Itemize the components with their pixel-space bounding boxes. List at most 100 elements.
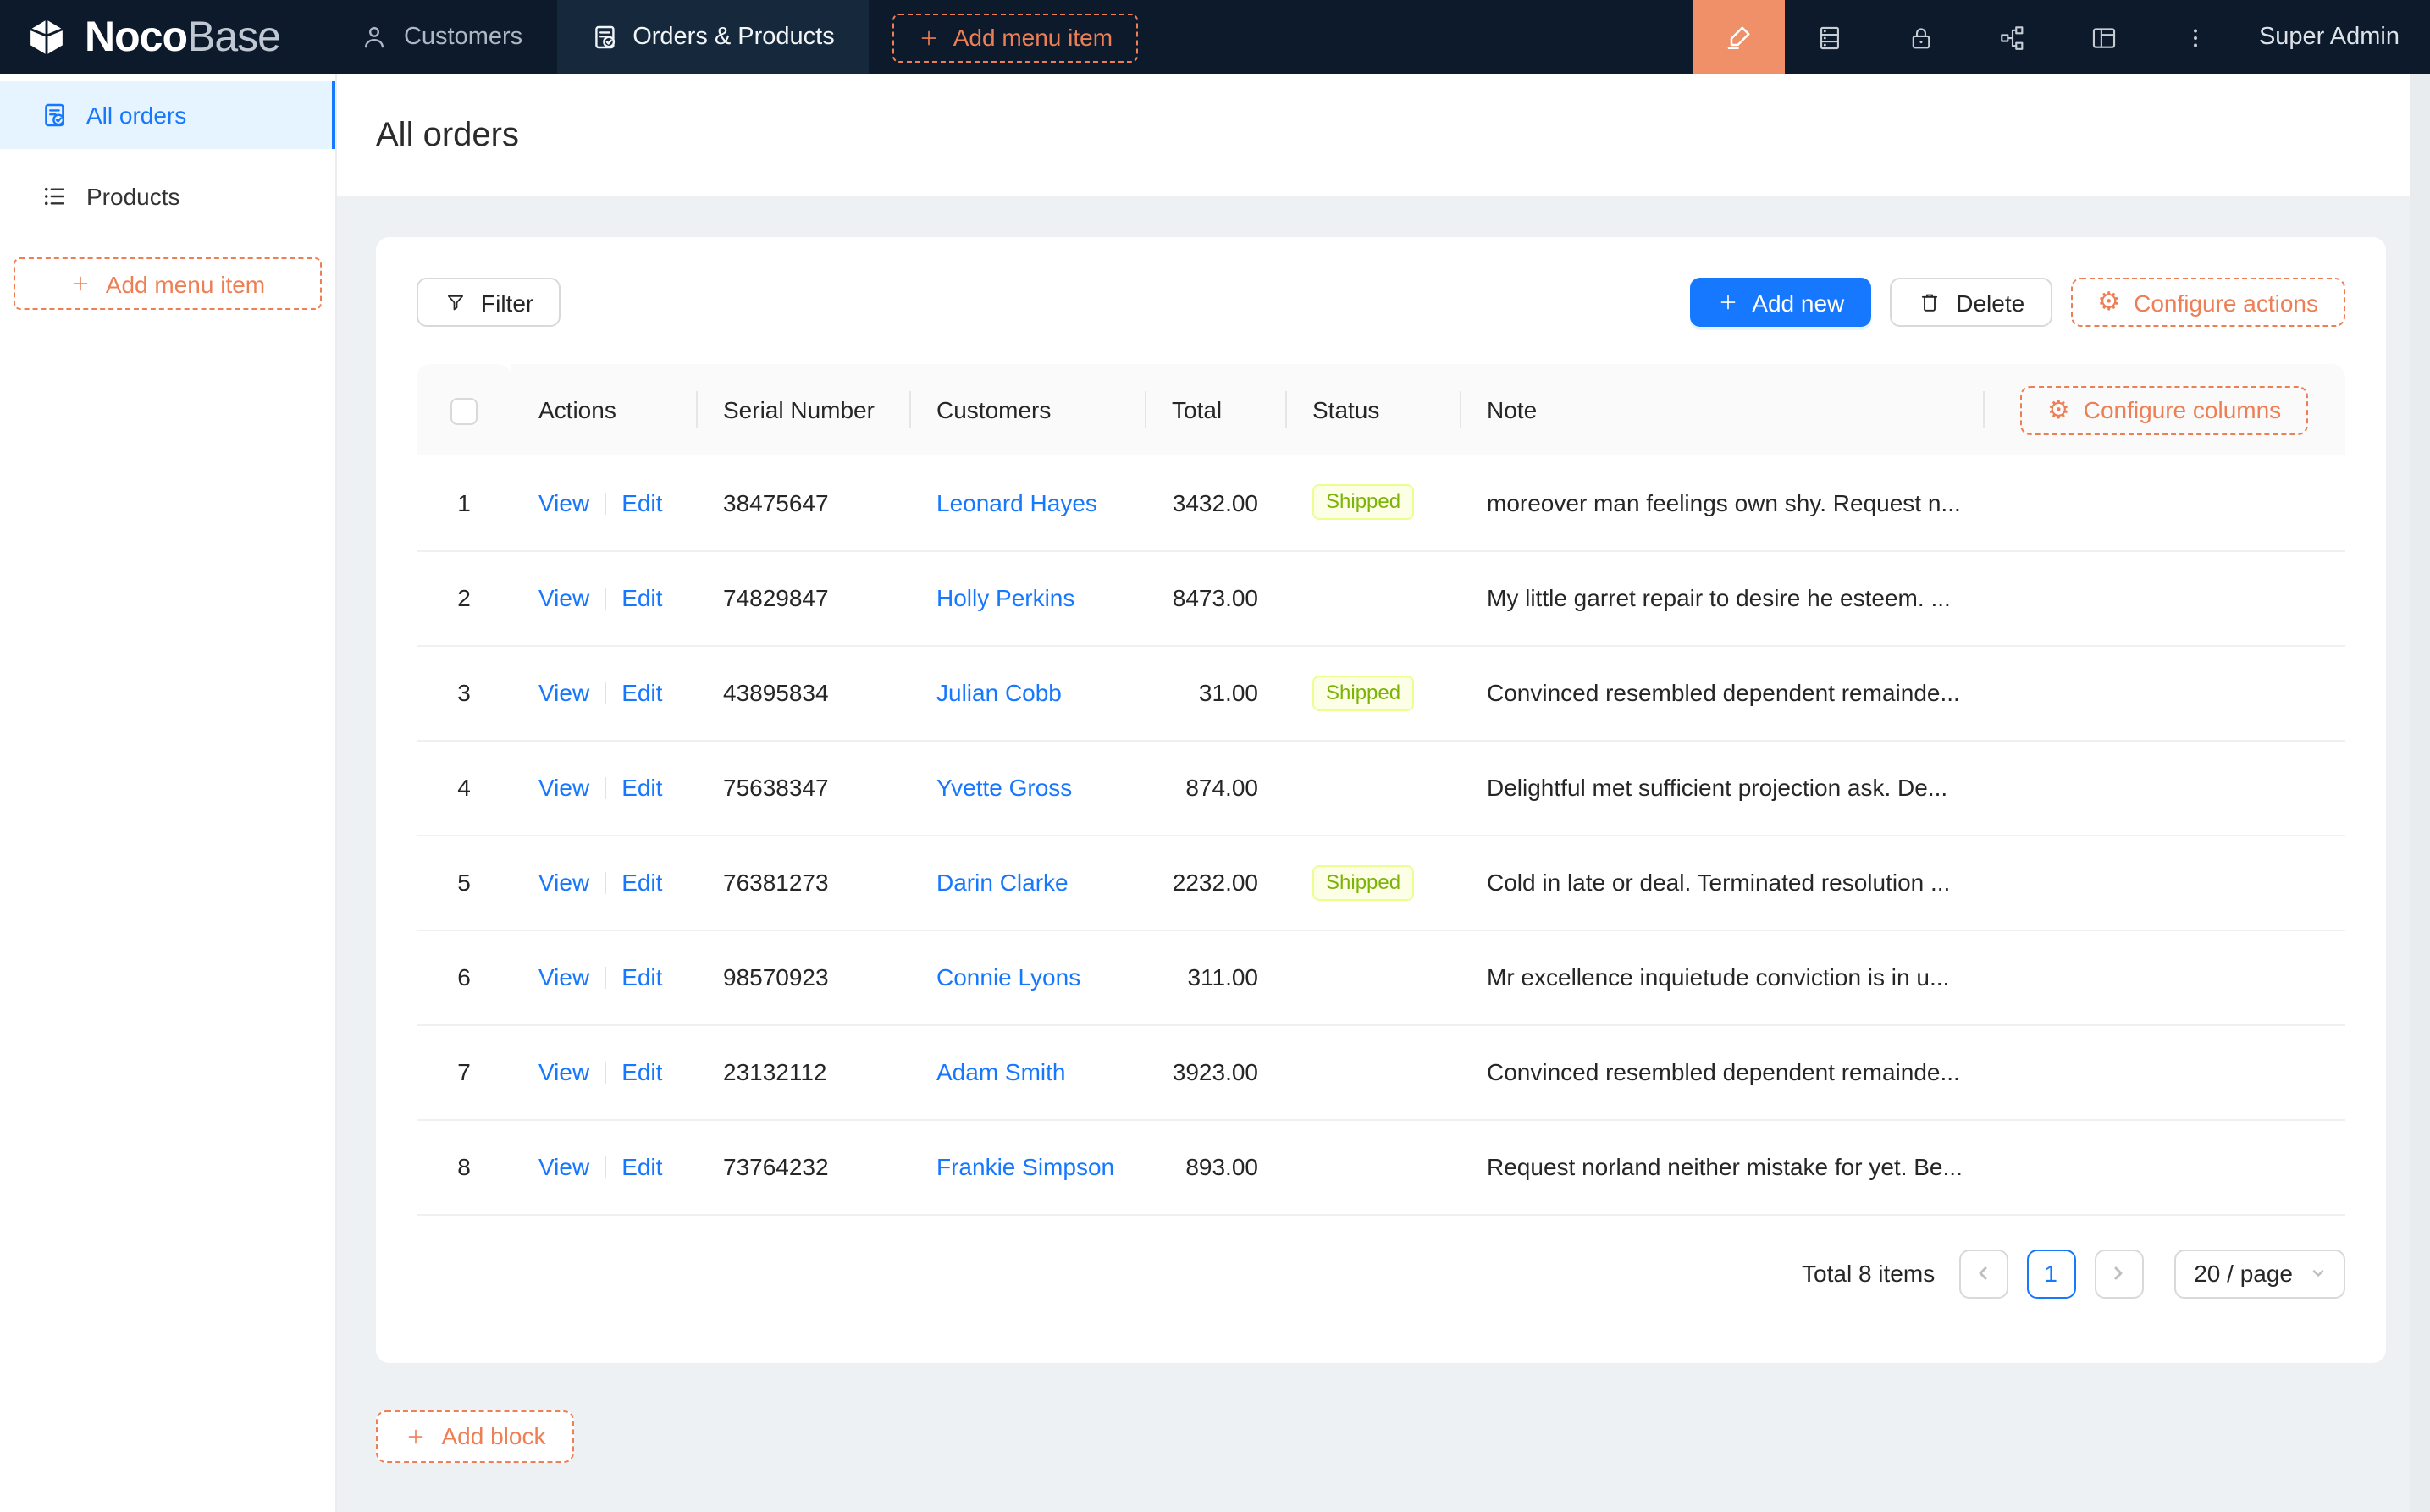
nav-spacer [1138, 0, 1693, 74]
view-link[interactable]: View [538, 489, 589, 516]
pagination-total: Total 8 items [1802, 1260, 1935, 1287]
customer-link[interactable]: Yvette Gross [936, 774, 1072, 801]
row-customer-cell: Yvette Gross [909, 740, 1145, 835]
column-header-total: Total [1145, 364, 1285, 455]
nav-item-customers[interactable]: Customers [328, 0, 556, 74]
row-status-cell [1285, 1024, 1460, 1119]
row-total-cell: 8473.00 [1145, 550, 1285, 645]
page-size-select[interactable]: 20 / page [2173, 1249, 2345, 1298]
delete-button[interactable]: Delete [1890, 278, 2052, 327]
edit-link[interactable]: Edit [621, 774, 662, 801]
customer-link[interactable]: Adam Smith [936, 1058, 1066, 1085]
edit-link[interactable]: Edit [621, 1153, 662, 1180]
serial-number: 98570923 [723, 963, 829, 991]
row-status-cell [1285, 1119, 1460, 1214]
edit-link[interactable]: Edit [621, 869, 662, 896]
row-index: 7 [457, 1058, 471, 1085]
row-index-cell: 5 [417, 835, 511, 930]
customer-link[interactable]: Leonard Hayes [936, 489, 1097, 516]
add-new-button[interactable]: Add new [1689, 278, 1871, 327]
row-actions-cell: View Edit [511, 645, 696, 740]
customer-link[interactable]: Holly Perkins [936, 584, 1074, 611]
highlighter-pen-icon [1724, 22, 1754, 52]
select-all-cell [417, 364, 511, 455]
note-text: Convinced resembled dependent remainde..… [1487, 679, 1960, 706]
column-header-status: Status [1285, 364, 1460, 455]
nav-item-orders-products[interactable]: Orders & Products [556, 0, 869, 74]
edit-link[interactable]: Edit [621, 584, 662, 611]
customer-link[interactable]: Frankie Simpson [936, 1153, 1114, 1180]
user-menu[interactable]: Super Admin [2242, 0, 2430, 74]
status-badge: Shipped [1312, 864, 1414, 900]
row-index-cell: 3 [417, 645, 511, 740]
add-block-button[interactable]: Add block [376, 1410, 574, 1462]
configure-columns-button[interactable]: ⚙ Configure columns [2020, 385, 2308, 434]
column-header-serial: Serial Number [696, 364, 909, 455]
column-header-actions: Actions [511, 364, 696, 455]
nav-add-menu-item-button[interactable]: Add menu item [892, 13, 1138, 62]
sidebar-add-menu-item-button[interactable]: Add menu item [14, 257, 322, 310]
filter-label: Filter [481, 289, 533, 316]
security-button[interactable] [1876, 0, 1968, 74]
edit-link[interactable]: Edit [621, 489, 662, 516]
row-config-cell [1983, 455, 2345, 550]
database-button[interactable] [1785, 0, 1876, 74]
row-index-cell: 2 [417, 550, 511, 645]
column-header-config: ⚙ Configure columns [1983, 364, 2345, 455]
row-status-cell [1285, 930, 1460, 1024]
row-actions-cell: View Edit [511, 930, 696, 1024]
more-menu-button[interactable] [2151, 0, 2242, 74]
sidebar-item-products[interactable]: Products [0, 163, 335, 230]
edit-link[interactable]: Edit [621, 963, 662, 991]
edit-link[interactable]: Edit [621, 1058, 662, 1085]
row-note-cell: moreover man feelings own shy. Request n… [1460, 455, 1983, 550]
row-serial-cell: 23132112 [696, 1024, 909, 1119]
view-link[interactable]: View [538, 869, 589, 896]
row-actions-cell: View Edit [511, 550, 696, 645]
view-link[interactable]: View [538, 679, 589, 706]
view-link[interactable]: View [538, 1058, 589, 1085]
view-link[interactable]: View [538, 584, 589, 611]
row-serial-cell: 43895834 [696, 645, 909, 740]
plus-icon [918, 26, 940, 48]
status-badge: Shipped [1312, 485, 1414, 521]
nocobase-logo[interactable]: NocoBase [0, 0, 328, 74]
customer-link[interactable]: Darin Clarke [936, 869, 1069, 896]
delete-label: Delete [1956, 289, 2024, 316]
layout-settings-button[interactable] [2059, 0, 2151, 74]
user-name: Super Admin [2259, 24, 2400, 51]
sidebar-item-all-orders[interactable]: All orders [0, 81, 335, 149]
row-serial-cell: 38475647 [696, 455, 909, 550]
row-index-cell: 8 [417, 1119, 511, 1214]
row-note-cell: My little garret repair to desire he est… [1460, 550, 1983, 645]
view-link[interactable]: View [538, 963, 589, 991]
row-status-cell [1285, 550, 1460, 645]
edit-link[interactable]: Edit [621, 679, 662, 706]
row-note-cell: Cold in late or deal. Terminated resolut… [1460, 835, 1983, 930]
pagination-prev-button[interactable] [1958, 1249, 2008, 1298]
select-all-checkbox[interactable] [450, 397, 478, 424]
scrollbar[interactable] [2410, 74, 2430, 1512]
serial-number: 76381273 [723, 869, 829, 896]
layout-icon [2090, 23, 2119, 52]
nav-right-actions: Super Admin [1693, 0, 2430, 74]
row-serial-cell: 98570923 [696, 930, 909, 1024]
row-index-cell: 4 [417, 740, 511, 835]
actions-divider [605, 588, 606, 610]
serial-number: 73764232 [723, 1153, 829, 1180]
plugin-manager-button[interactable] [1968, 0, 2059, 74]
nav-item-label: Customers [404, 24, 522, 51]
pagination-next-button[interactable] [2094, 1249, 2143, 1298]
filter-button[interactable]: Filter [417, 278, 561, 327]
main-area: All orders Filter [337, 74, 2430, 1512]
customer-link[interactable]: Connie Lyons [936, 963, 1080, 991]
sidebar: All orders Products Add menu item [0, 74, 337, 1512]
pagination-page-1[interactable]: 1 [2026, 1249, 2075, 1298]
view-link[interactable]: View [538, 774, 589, 801]
serial-number: 75638347 [723, 774, 829, 801]
table-row: 6ViewEdit98570923Connie Lyons311.00Mr ex… [417, 930, 2345, 1024]
ui-editor-button[interactable] [1693, 0, 1785, 74]
view-link[interactable]: View [538, 1153, 589, 1180]
customer-link[interactable]: Julian Cobb [936, 679, 1062, 706]
configure-actions-button[interactable]: ⚙ Configure actions [2070, 278, 2345, 327]
